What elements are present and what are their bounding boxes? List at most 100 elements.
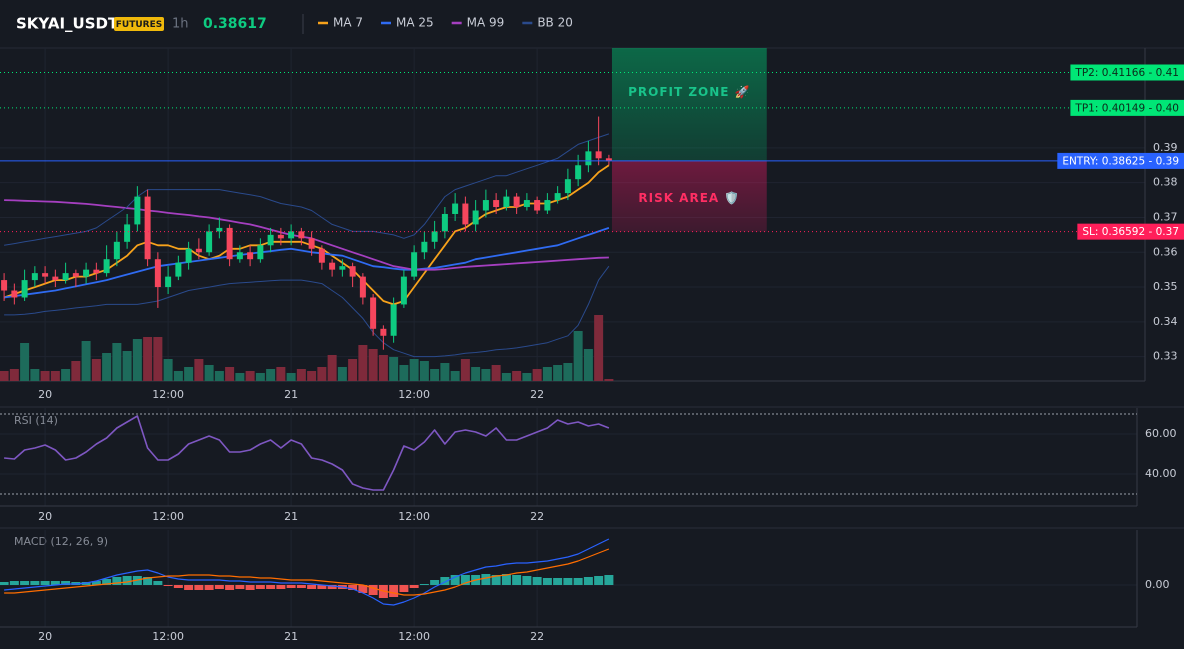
macd-histogram-bar <box>194 585 204 590</box>
volume-bar <box>143 337 153 381</box>
volume-bar <box>184 367 194 381</box>
x-tick-label: 22 <box>530 630 544 643</box>
candle-body <box>349 266 356 277</box>
candle-body <box>431 231 438 242</box>
candle-body <box>93 269 100 274</box>
candle-body <box>575 165 582 180</box>
volume-bar <box>214 371 224 381</box>
volume-bar <box>348 359 358 381</box>
candle-body <box>42 273 49 277</box>
volume-bar <box>522 373 532 381</box>
y-tick-label: 60.00 <box>1145 427 1177 440</box>
candle-body <box>400 276 407 305</box>
interval: 1h <box>172 17 189 32</box>
x-tick-label: 12:00 <box>398 510 430 523</box>
legend-label: MA 25 <box>396 16 434 30</box>
volume-bar <box>112 343 122 381</box>
macd-histogram-bar <box>286 585 296 588</box>
zone <box>611 48 767 161</box>
macd-histogram-bar <box>409 585 419 588</box>
candle-body <box>72 273 79 277</box>
macd-histogram-bar <box>153 581 163 585</box>
volume-bar <box>368 349 378 381</box>
volume-bar <box>50 371 60 381</box>
macd-line <box>4 538 610 606</box>
macd-histogram-bar <box>389 585 399 597</box>
candle-body <box>493 200 500 208</box>
candle-body <box>257 245 264 260</box>
volume-bar <box>71 361 81 381</box>
candle-body <box>523 200 530 208</box>
macd-histogram-bar <box>112 577 122 585</box>
candle-body <box>411 252 418 277</box>
level-label: ENTRY: 0.38625 - 0.39 <box>1062 155 1179 167</box>
x-tick-label: 21 <box>284 388 298 401</box>
y-tick-label: 0.39 <box>1153 141 1178 154</box>
candle-body <box>175 262 182 277</box>
y-tick-label: 0.00 <box>1145 578 1170 591</box>
candle-body <box>11 290 18 298</box>
bb-lower <box>4 265 610 358</box>
x-tick-label: 12:00 <box>152 510 184 523</box>
candle-body <box>288 231 295 239</box>
macd-title: MACD (12, 26, 9) <box>14 535 108 548</box>
x-tick-label: 20 <box>38 510 52 523</box>
volume-bar <box>460 359 470 381</box>
level-label-bg <box>1070 64 1184 81</box>
volume-bar <box>594 315 604 381</box>
macd-histogram-bar <box>501 574 511 585</box>
candle-body <box>236 252 243 260</box>
zone-label: RISK AREA 🛡️ <box>638 191 740 205</box>
macd-histogram-bar <box>327 585 337 589</box>
last-price: 0.38617 <box>203 16 267 32</box>
volume-bar <box>9 369 19 381</box>
macd-histogram-bar <box>460 575 470 585</box>
candle-body <box>31 273 38 281</box>
candle-body <box>452 203 459 214</box>
candle-body <box>206 231 213 253</box>
volume-bar <box>573 331 583 381</box>
candle-body <box>585 151 592 166</box>
candle-body <box>318 248 325 263</box>
volume-bar <box>0 371 9 381</box>
y-tick-label: 0.35 <box>1153 280 1178 293</box>
candle-body <box>329 262 336 270</box>
macd-histogram-bar <box>255 585 265 589</box>
candle-body <box>103 259 110 274</box>
macd-histogram-bar <box>348 585 358 590</box>
candle-body <box>185 248 192 263</box>
macd-histogram-bar <box>173 585 183 588</box>
macd-histogram-bar <box>481 574 491 585</box>
macd-histogram-bar <box>20 581 30 585</box>
volume-bar <box>173 371 183 381</box>
candle-body <box>62 273 69 281</box>
candle-body <box>564 179 571 194</box>
bb-upper <box>4 133 610 246</box>
macd-histogram-bar <box>317 585 327 589</box>
volume-bar <box>245 371 255 381</box>
level-label-bg <box>1077 223 1184 240</box>
volume-bar <box>501 373 511 381</box>
volume-bar <box>20 343 30 381</box>
candle-body <box>359 276 366 298</box>
volume-bar <box>255 373 265 381</box>
macd-histogram-bar <box>50 581 60 585</box>
volume-bar <box>583 349 593 381</box>
y-tick-label: 0.36 <box>1153 245 1178 258</box>
legend-label: BB 20 <box>537 16 573 30</box>
macd-histogram-bar <box>604 575 614 585</box>
level-label-bg <box>1057 152 1184 169</box>
volume-bar <box>542 367 552 381</box>
volume-bar <box>235 373 245 381</box>
volume-bar <box>450 371 460 381</box>
candle-body <box>462 203 469 225</box>
candle-body <box>1 280 8 291</box>
symbol: SKYAI_USDT <box>16 15 119 33</box>
ma-line <box>4 199 609 271</box>
volume-bar <box>491 365 501 381</box>
volume-bar <box>153 337 163 381</box>
x-tick-label: 21 <box>284 630 298 643</box>
macd-histogram-bar <box>214 585 224 589</box>
candle-body <box>298 231 305 239</box>
